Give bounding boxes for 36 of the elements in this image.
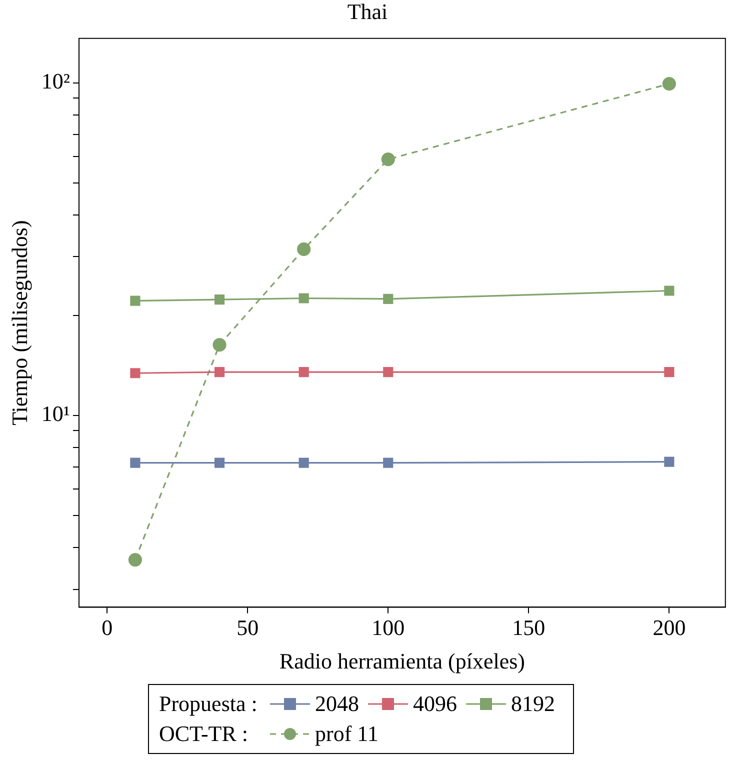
legend-label: prof 11 <box>315 720 378 748</box>
text: Propuesta : <box>159 690 258 718</box>
point <box>298 458 309 468</box>
point <box>383 458 394 468</box>
point <box>664 456 674 467</box>
x-tick-label: 200 <box>652 615 686 640</box>
point <box>381 152 395 166</box>
text: OCT-TR : <box>159 720 250 748</box>
point <box>128 552 142 567</box>
y-axis-title: Tiempo (milisegundos) <box>6 220 32 426</box>
point <box>130 296 140 306</box>
point <box>130 458 140 468</box>
point <box>298 293 309 304</box>
point <box>383 294 394 304</box>
point <box>298 367 309 378</box>
point <box>664 286 674 296</box>
legend-label: 8192 <box>511 690 555 718</box>
point <box>383 367 394 378</box>
point <box>130 368 140 378</box>
x-tick-label: 0 <box>102 615 113 640</box>
chart-title: Thai <box>347 0 388 24</box>
point <box>662 77 676 91</box>
point <box>212 338 226 352</box>
legend-label: 2048 <box>315 690 359 718</box>
point <box>214 367 225 378</box>
point <box>297 242 311 256</box>
point <box>214 294 225 305</box>
y-tick-label: 10² <box>41 68 70 94</box>
x-axis-title: Radio herramienta (píxeles) <box>279 648 525 674</box>
point <box>214 458 225 468</box>
x-tick-label: 100 <box>372 615 405 640</box>
legend-label: 4096 <box>413 690 457 718</box>
x-tick-label: 150 <box>512 615 546 640</box>
x-tick-label: 50 <box>236 615 259 640</box>
point <box>664 367 674 378</box>
y-tick-label: 10¹ <box>41 401 70 426</box>
